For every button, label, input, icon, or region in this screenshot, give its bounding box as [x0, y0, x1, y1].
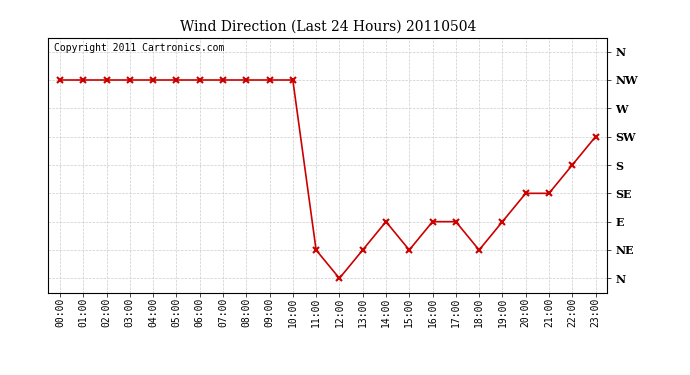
Title: Wind Direction (Last 24 Hours) 20110504: Wind Direction (Last 24 Hours) 20110504 — [179, 20, 476, 33]
Text: Copyright 2011 Cartronics.com: Copyright 2011 Cartronics.com — [54, 43, 224, 52]
